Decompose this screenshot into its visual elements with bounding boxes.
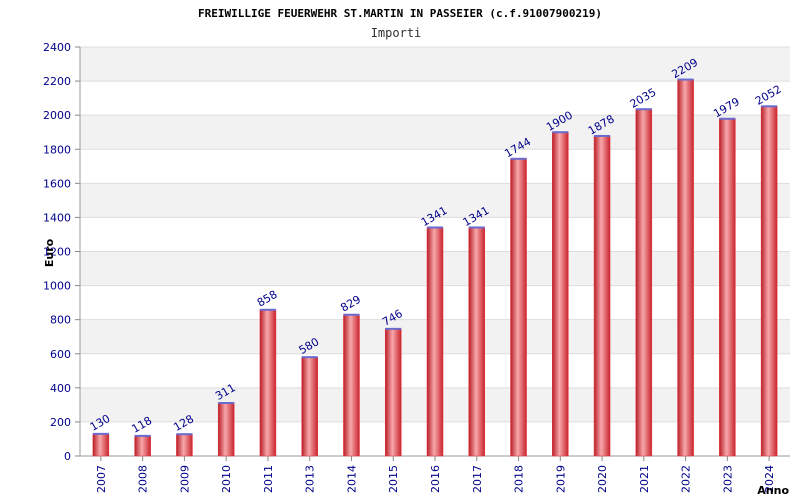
bar[interactable] [301, 356, 318, 457]
x-tick-label: 2020 [596, 465, 609, 493]
bar-top-cap [92, 432, 109, 435]
x-tick-label: 2011 [262, 465, 275, 493]
plot-area: 0 200 400 600 800 1000 1200 1400 1600 1800 2000 220… [43, 41, 790, 493]
bar-top-cap [635, 108, 652, 111]
x-axis-label: Anno [757, 484, 789, 497]
bar[interactable] [719, 118, 736, 457]
y-tick-label: 2000 [43, 109, 71, 122]
bar[interactable] [593, 135, 611, 457]
bar-top-cap [259, 308, 276, 311]
bar[interactable] [552, 131, 569, 457]
y-tick-label: 0 [64, 450, 71, 463]
bar-top-cap [134, 434, 151, 437]
y-tick-label: 1200 [43, 246, 71, 259]
x-tick-label: 2019 [554, 465, 567, 493]
bar[interactable] [134, 435, 151, 457]
x-tick-label: 2008 [137, 465, 150, 493]
bar[interactable] [468, 227, 486, 457]
chart-title: FREIWILLIGE FEUERWEHR ST.MARTIN IN PASSE… [198, 7, 602, 20]
y-tick-label: 2400 [43, 41, 71, 54]
data-label: 2052 [753, 83, 784, 108]
bar[interactable] [384, 328, 402, 457]
bar-top-cap [218, 402, 235, 405]
bar-top-cap [719, 117, 736, 120]
bar-top-cap [301, 356, 318, 359]
bar-top-cap [594, 134, 611, 137]
y-axis-label: Euro [43, 238, 56, 267]
x-tick-label: 2022 [680, 465, 693, 493]
x-tick-label: 2013 [304, 465, 317, 493]
x-tick-label: 2016 [429, 465, 442, 493]
bar[interactable] [426, 227, 444, 457]
bar[interactable] [176, 433, 193, 457]
grid-band [80, 115, 790, 150]
bar-top-cap [385, 327, 402, 330]
bar[interactable] [635, 108, 653, 457]
chart-subtitle: Importi [371, 26, 422, 40]
y-tick-label: 600 [50, 348, 71, 361]
x-tick-label: 2007 [95, 465, 108, 493]
y-tick-label: 800 [50, 314, 71, 327]
x-tick-label: 2010 [220, 465, 233, 493]
bar-top-cap [677, 78, 694, 81]
bar[interactable] [343, 314, 360, 457]
x-tick-label: 2014 [345, 465, 358, 493]
data-label: 829 [338, 293, 363, 315]
bar-top-cap [510, 157, 527, 160]
y-tick-label: 1600 [43, 177, 71, 190]
bar-top-cap [343, 313, 360, 316]
grid-band [80, 183, 790, 218]
bar[interactable] [217, 402, 235, 457]
y-tick-label: 1400 [43, 211, 71, 224]
y-tick-label: 2200 [43, 75, 71, 88]
x-tick-label: 2018 [513, 465, 526, 493]
x-tick-label: 2017 [471, 465, 484, 493]
bar-top-cap [552, 131, 569, 134]
y-tick-label: 1800 [43, 143, 71, 156]
y-tick-label: 400 [50, 382, 71, 395]
bar-top-cap [761, 105, 778, 108]
x-tick-label: 2021 [638, 465, 651, 493]
bar-top-cap [427, 226, 443, 229]
bar[interactable] [92, 433, 110, 457]
x-tick-label: 2023 [721, 465, 734, 493]
bar-top-cap [176, 433, 193, 436]
bar[interactable] [760, 106, 778, 457]
bar-top-cap [468, 226, 485, 229]
bar[interactable] [677, 79, 694, 457]
data-label: 2035 [628, 86, 659, 111]
x-tick-label: 2009 [178, 465, 191, 493]
y-tick-label: 200 [50, 416, 71, 429]
y-tick-label: 1000 [43, 280, 71, 293]
x-tick-label: 2015 [387, 465, 400, 493]
bar[interactable] [510, 158, 527, 457]
grid-band [80, 47, 790, 82]
x-tick-label: 2024 [763, 465, 776, 493]
bar[interactable] [259, 309, 277, 457]
data-label: 858 [255, 288, 280, 310]
